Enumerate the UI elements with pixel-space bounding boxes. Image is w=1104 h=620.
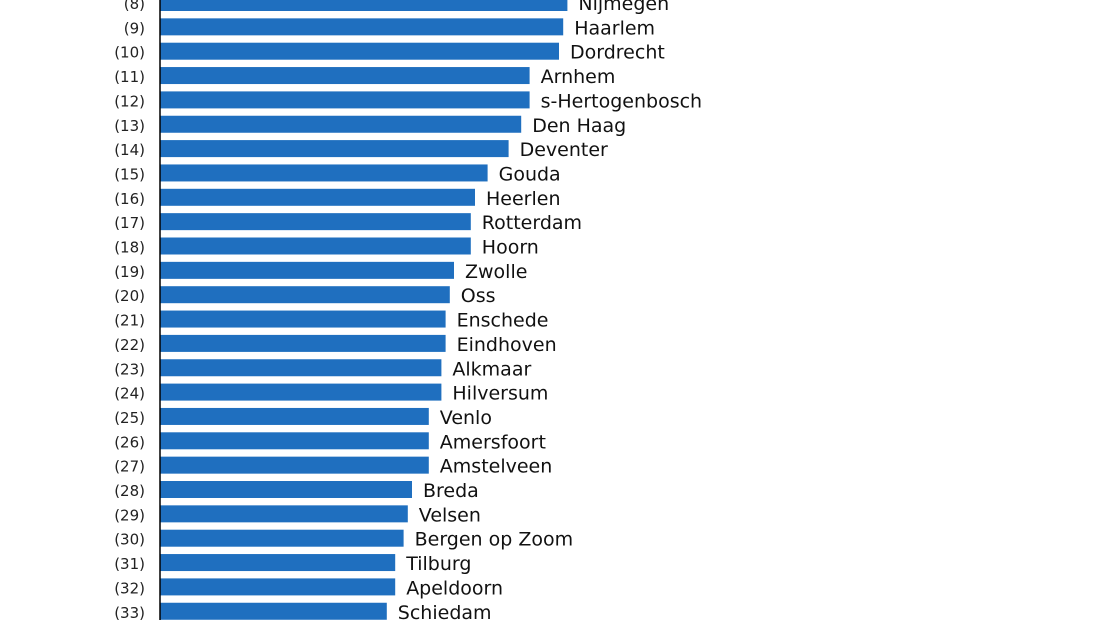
bar-nijmegen bbox=[160, 0, 568, 11]
city-label: Dordrecht bbox=[570, 42, 665, 64]
bar-breda bbox=[160, 481, 412, 498]
rank-label: (22) bbox=[114, 336, 145, 354]
bar-enschede bbox=[160, 310, 446, 328]
city-label: Arnhem bbox=[541, 66, 616, 88]
rank-label: (23) bbox=[114, 360, 145, 378]
bar-oss bbox=[160, 286, 450, 304]
city-label: Hilversum bbox=[452, 383, 548, 405]
city-label: s-Hertogenbosch bbox=[541, 90, 702, 112]
city-label: Heerlen bbox=[486, 188, 561, 210]
rank-label: (29) bbox=[114, 506, 145, 524]
rank-label: (20) bbox=[114, 287, 145, 305]
city-label: Alkmaar bbox=[452, 358, 531, 380]
city-label: Velsen bbox=[419, 504, 481, 526]
city-label: Rotterdam bbox=[482, 212, 582, 234]
city-label: Haarlem bbox=[574, 17, 655, 39]
city-label: Bergen op Zoom bbox=[415, 529, 574, 551]
rank-label: (15) bbox=[114, 165, 145, 183]
rank-label: (26) bbox=[114, 433, 145, 451]
city-label: Venlo bbox=[440, 407, 492, 429]
rank-label: (11) bbox=[114, 68, 145, 86]
rank-label: (9) bbox=[124, 19, 145, 37]
bar-gouda bbox=[160, 164, 488, 182]
city-label: Amstelveen bbox=[440, 456, 553, 478]
bar-apeldoorn bbox=[160, 578, 396, 596]
bar-haarlem bbox=[160, 18, 564, 36]
bar-dordrecht bbox=[160, 42, 559, 60]
rank-label: (10) bbox=[114, 44, 145, 62]
rank-label: (17) bbox=[114, 214, 145, 232]
bar-amstelveen bbox=[160, 456, 429, 474]
city-label: Apeldoorn bbox=[406, 577, 503, 599]
rank-label: (8) bbox=[124, 0, 145, 13]
bar-alkmaar bbox=[160, 359, 442, 377]
rank-label: (27) bbox=[114, 458, 145, 476]
bar-tilburg bbox=[160, 554, 396, 572]
bar-rotterdam bbox=[160, 213, 471, 231]
bar-eindhoven bbox=[160, 334, 446, 352]
city-label: Enschede bbox=[457, 310, 549, 332]
rank-label: (30) bbox=[114, 531, 145, 549]
rank-label: (21) bbox=[114, 312, 145, 330]
rank-label: (14) bbox=[114, 141, 145, 159]
city-label: Schiedam bbox=[398, 602, 492, 620]
rank-label: (18) bbox=[114, 239, 145, 257]
city-label: Deventer bbox=[520, 139, 608, 161]
rank-label: (24) bbox=[114, 385, 145, 403]
rank-label: (28) bbox=[114, 482, 145, 500]
rank-label: (25) bbox=[114, 409, 145, 427]
city-label: Tilburg bbox=[405, 553, 471, 575]
city-label: Amersfoort bbox=[440, 431, 546, 453]
city-label: Breda bbox=[423, 480, 479, 502]
bars-group bbox=[160, 0, 568, 620]
bar-deventer bbox=[160, 140, 509, 158]
bar-heerlen bbox=[160, 188, 475, 206]
city-label: Zwolle bbox=[465, 261, 527, 283]
rank-label: (33) bbox=[114, 604, 145, 620]
bar-arnhem bbox=[160, 67, 530, 85]
bar-s-hertogenbosch bbox=[160, 91, 530, 109]
bar-hoorn bbox=[160, 237, 471, 255]
city-label: Den Haag bbox=[532, 115, 626, 137]
bar-den-haag bbox=[160, 115, 522, 133]
rank-label: (32) bbox=[114, 579, 145, 597]
city-label: Gouda bbox=[499, 163, 561, 185]
rank-label: (19) bbox=[114, 263, 145, 281]
city-label: Nijmegen bbox=[578, 0, 669, 15]
bar-zwolle bbox=[160, 261, 454, 279]
labels-group: (8) Nijmegen (9) Haarlem (10) Dordrecht (11) Ar… bbox=[114, 0, 702, 620]
bar-amersfoort bbox=[160, 432, 429, 450]
bar-schiedam bbox=[160, 602, 387, 620]
bar-velsen bbox=[160, 505, 408, 523]
bar-hilversum bbox=[160, 383, 442, 401]
rank-label: (13) bbox=[114, 117, 145, 135]
bar-bergen-op-zoom bbox=[160, 529, 404, 547]
rank-label: (12) bbox=[114, 92, 145, 110]
bar-venlo bbox=[160, 407, 429, 425]
rank-label: (31) bbox=[114, 555, 145, 573]
city-label: Hoorn bbox=[482, 237, 539, 259]
city-label: Eindhoven bbox=[457, 334, 557, 356]
rank-label: (16) bbox=[114, 190, 145, 208]
city-label: Oss bbox=[461, 285, 496, 307]
